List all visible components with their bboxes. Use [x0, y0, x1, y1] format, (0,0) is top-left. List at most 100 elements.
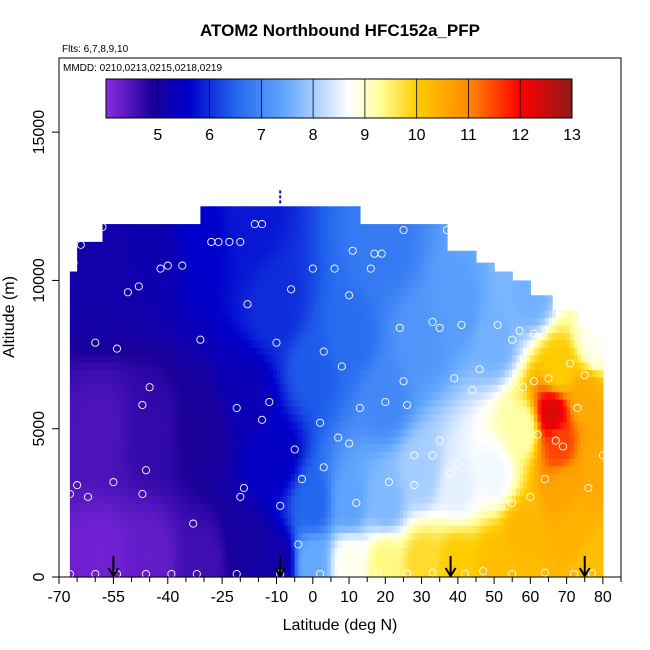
heatmap-cell [399, 525, 405, 534]
heatmap-cell [417, 224, 423, 230]
heatmap-cell [156, 525, 162, 534]
heatmap-cell [175, 525, 180, 534]
heatmap-cell [345, 235, 350, 244]
heatmap-cell [69, 295, 75, 304]
heatmap-cell [272, 569, 278, 578]
heatmap-cell [73, 287, 78, 296]
heatmap-cell [312, 450, 318, 459]
heatmap-cell [142, 547, 147, 556]
heatmap-cell [182, 235, 187, 244]
heatmap-cell [124, 450, 129, 459]
heatmap-cell [421, 347, 426, 356]
heatmap-cell [414, 406, 419, 415]
heatmap-cell [425, 287, 430, 296]
heatmap-cell [399, 391, 405, 400]
heatmap-cell [316, 532, 321, 541]
heatmap-cell [84, 436, 89, 445]
heatmap-cell [367, 547, 372, 556]
heatmap-cell [138, 324, 143, 333]
heatmap-cell [229, 317, 234, 326]
heatmap-cell [102, 243, 107, 252]
heatmap-cell [439, 347, 444, 356]
heatmap-cell [283, 428, 289, 437]
heatmap-cell [236, 280, 241, 289]
heatmap-cell [359, 280, 365, 289]
heatmap-cell [410, 376, 415, 385]
heatmap-cell [102, 532, 107, 541]
heatmap-cell [298, 250, 303, 259]
heatmap-cell [182, 317, 187, 326]
heatmap-cell [323, 310, 328, 319]
heatmap-cell [77, 436, 82, 445]
heatmap-cell [189, 488, 194, 497]
heatmap-cell [428, 488, 434, 497]
heatmap-cell [160, 562, 165, 571]
heatmap-cell [374, 554, 379, 563]
heatmap-cell [189, 280, 194, 289]
heatmap-cell [294, 280, 299, 289]
heatmap-cell [381, 243, 386, 252]
heatmap-cell [262, 413, 267, 422]
heatmap-cell [225, 295, 231, 304]
heatmap-cell [251, 539, 256, 548]
heatmap-cell [254, 361, 260, 370]
heatmap-cell [156, 547, 162, 556]
heatmap-cell [388, 332, 394, 341]
heatmap-cell [196, 339, 202, 348]
heatmap-cell [167, 554, 172, 563]
heatmap-cell [254, 324, 260, 333]
heatmap-cell [117, 317, 122, 326]
heatmap-cell [309, 317, 314, 326]
heatmap-cell [225, 250, 231, 259]
heatmap-cell [432, 265, 437, 274]
heatmap-cell [265, 495, 270, 504]
heatmap-cell [305, 347, 310, 356]
heatmap-cell [316, 213, 321, 222]
heatmap-cell [432, 287, 437, 296]
heatmap-cell [73, 332, 78, 341]
heatmap-cell [363, 495, 368, 504]
heatmap-cell [204, 539, 209, 548]
heatmap-cell [88, 339, 93, 348]
heatmap-cell [214, 369, 220, 378]
heatmap-cell [374, 502, 379, 511]
heatmap-cell [428, 532, 434, 541]
heatmap-cell [258, 495, 263, 504]
heatmap-cell [258, 517, 263, 526]
heatmap-cell [291, 532, 296, 541]
heatmap-cell [84, 495, 89, 504]
heatmap-cell [399, 488, 405, 497]
heatmap-cell [91, 324, 96, 333]
heatmap-cell [381, 510, 386, 519]
heatmap-cell [356, 273, 361, 282]
heatmap-cell [341, 428, 347, 437]
heatmap-cell [73, 428, 78, 437]
heatmap-cell [193, 510, 198, 519]
heatmap-cell [113, 224, 118, 230]
heatmap-cell [207, 562, 212, 571]
heatmap-cell [417, 273, 423, 282]
heatmap-cell [356, 554, 361, 563]
heatmap-cell [301, 436, 307, 445]
heatmap-cell [207, 310, 212, 319]
heatmap-cell [309, 488, 314, 497]
heatmap-cell [91, 532, 96, 541]
heatmap-cell [240, 213, 245, 222]
heatmap-cell [359, 443, 365, 452]
heatmap-cell [396, 502, 401, 511]
heatmap-cell [175, 384, 180, 393]
heatmap-cell [117, 413, 122, 422]
heatmap-cell [334, 480, 339, 489]
heatmap-cell [301, 302, 307, 311]
heatmap-cell [225, 221, 231, 230]
heatmap-cell [73, 443, 78, 452]
heatmap-cell [142, 361, 147, 370]
heatmap-cell [88, 241, 93, 244]
heatmap-cell [432, 465, 437, 474]
heatmap-cell [149, 413, 154, 422]
heatmap-cell [146, 547, 151, 556]
heatmap-cell [280, 450, 285, 459]
heatmap-cell [410, 228, 415, 237]
heatmap-cell [341, 458, 347, 467]
heatmap-cell [341, 399, 347, 408]
